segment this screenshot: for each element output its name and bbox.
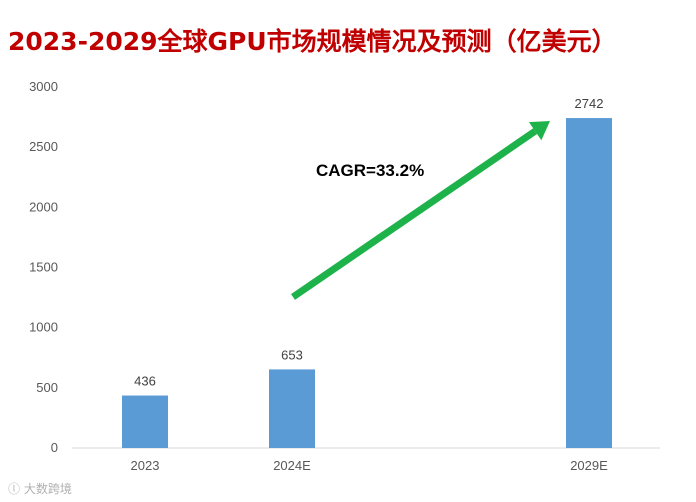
x-tick-label: 2023: [131, 458, 160, 473]
bar-2024E: [269, 369, 315, 448]
watermark-text: 大数跨境: [23, 482, 72, 496]
growth-arrow: [291, 121, 550, 300]
y-tick-label: 500: [36, 380, 58, 395]
y-tick-label: 2500: [29, 139, 58, 154]
arrow-shaft: [291, 128, 538, 300]
data-label: 653: [281, 347, 303, 362]
bar-2023: [122, 395, 168, 448]
watermark-icon: ⓛ: [8, 482, 21, 496]
bar-2029E: [566, 118, 612, 449]
cagr-annotation: CAGR=33.2%: [316, 161, 424, 180]
chart-title: 2023-2029全球GPU市场规模情况及预测（亿美元）: [8, 27, 617, 56]
arrow-head: [528, 121, 550, 141]
y-tick-label: 1000: [29, 320, 58, 335]
watermark-logo: ⓛ 大数跨境: [8, 480, 72, 497]
data-label: 2742: [575, 96, 604, 111]
y-tick-label: 2000: [29, 199, 58, 214]
x-tick-label: 2029E: [570, 458, 608, 473]
data-label: 436: [134, 374, 156, 389]
y-tick-label: 1500: [29, 260, 58, 275]
y-tick-label: 0: [51, 440, 58, 455]
x-tick-label: 2024E: [273, 458, 311, 473]
y-tick-label: 3000: [29, 79, 58, 94]
